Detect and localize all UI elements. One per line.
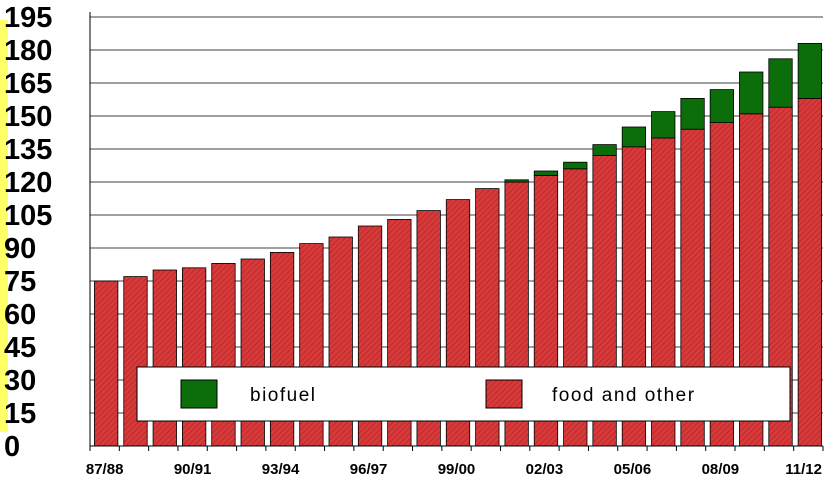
bar-biofuel	[797, 43, 822, 99]
bar-biofuel	[592, 144, 617, 157]
bar-biofuel	[768, 58, 793, 108]
bar-biofuel	[621, 126, 647, 148]
y-tick-label: 105	[4, 200, 52, 232]
x-tick-label: 93/94	[262, 461, 300, 478]
bar-food-and-other	[797, 98, 822, 447]
x-tick-labels: 87/88 90/91 93/94 96/97 99/00 02/03 05/06 08/09…	[86, 461, 822, 478]
y-tick-label: 45	[4, 332, 36, 364]
y-tick-label: 30	[4, 365, 36, 397]
axes	[89, 12, 824, 451]
bar-biofuel	[739, 71, 764, 115]
legend-label-biofuel: biofuel	[250, 385, 317, 406]
y-tick-label: 150	[4, 101, 52, 133]
bar-biofuel	[651, 111, 676, 139]
x-tick-label: 90/91	[174, 461, 212, 478]
y-tick-label: 0	[4, 431, 20, 463]
x-tick-label: 08/09	[702, 461, 740, 478]
legend-label-food-and-other: food and other	[552, 385, 696, 406]
x-tick-label: 11/12	[785, 461, 822, 478]
legend-swatch-food-and-other	[485, 379, 523, 409]
x-tick-label: 02/03	[526, 461, 564, 478]
x-tick-label: 05/06	[614, 461, 652, 478]
y-tick-label: 165	[4, 68, 52, 100]
legend-swatch-biofuel	[180, 379, 218, 409]
bar-biofuel	[680, 98, 705, 130]
bar-biofuel	[563, 161, 588, 170]
y-tick-label: 60	[4, 299, 36, 331]
bar-biofuel	[709, 89, 735, 123]
x-tick-label: 96/97	[350, 461, 388, 478]
y-tick-label: 90	[4, 233, 36, 265]
legend-box	[136, 366, 791, 422]
y-tick-label: 180	[4, 35, 52, 67]
bar-biofuel	[504, 179, 529, 183]
y-axis-accent-bar	[0, 20, 8, 432]
y-tick-label: 135	[4, 134, 52, 166]
bar-biofuel	[533, 170, 559, 176]
y-tick-label: 120	[4, 167, 52, 199]
legend: biofuel food and other	[136, 366, 791, 422]
x-tick-label: 99/00	[438, 461, 476, 478]
x-tick-label: 87/88	[86, 461, 124, 478]
bar-food-and-other	[94, 280, 119, 447]
y-tick-label: 195	[4, 2, 52, 34]
y-tick-label: 75	[4, 266, 36, 298]
y-tick-label: 15	[4, 398, 36, 430]
